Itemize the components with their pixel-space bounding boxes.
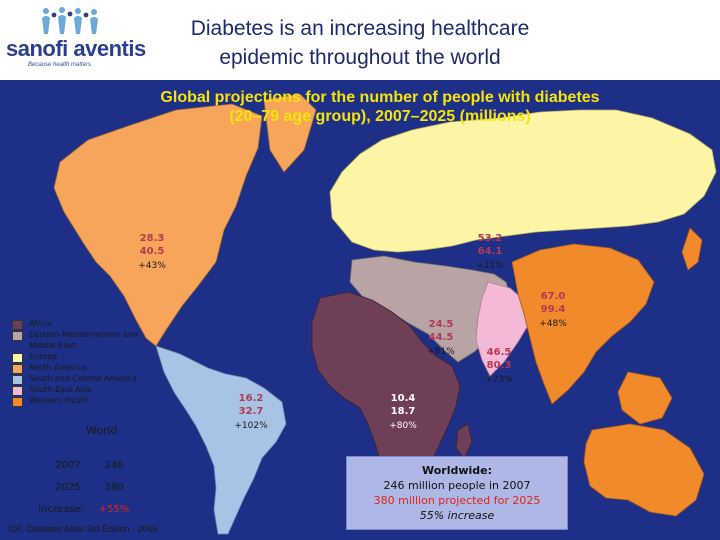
europe-2025: 64.1 [477,246,503,257]
region-north-america [53,93,317,347]
source-citation: IDF. Diabetes Atlas 3rd Edition - 2006 [8,524,158,534]
legend-item-europe: Europe [12,351,152,363]
legend-swatch [12,386,23,396]
world-map [53,93,717,535]
south-east-asia-increase: +73% [485,375,513,385]
africa-increase: +80% [389,421,417,431]
legend-swatch [12,320,23,330]
legend-item-north-america: North America [12,362,152,374]
logo-figures-icon [42,7,98,34]
legend-label: Eastern Mediterranean and Middle East [29,330,139,350]
logo-tagline: Because health matters [28,62,92,68]
western-pacific-2007: 67.0 [540,291,566,302]
africa-2007: 10.4 [390,393,416,404]
eastern-mediterranean-increase: +81% [427,347,455,357]
south-east-asia-2007: 46.5 [486,347,512,358]
world-row-label: 2007: [55,460,84,471]
region-stat-north-america: 28.3 40.5 +43% [117,232,187,273]
legend-item-south-east-asia: South-East Asia [12,384,152,396]
map-title-line-1: Global projections for the number of peo… [160,89,600,106]
legend-label: North America [29,363,87,372]
legend-swatch [12,397,23,407]
legend-swatch [12,331,23,341]
legend-item-south-central-america: South and Central America [12,373,152,385]
slide-title: Diabetes is an increasing healthcare epi… [150,14,570,72]
world-row-value: 380 [104,482,124,493]
world-row-label: Increase: [38,504,84,515]
europe-2007: 53.2 [477,233,503,244]
world-row-2025: 2025: 380 [16,478,156,498]
region-stat-western-pacific: 67.0 99.4 +48% [518,290,588,331]
world-row-value: +55% [98,504,130,515]
europe-increase: +21% [476,261,504,271]
legend-swatch [12,364,23,374]
region-stat-south-east-asia: 46.5 80.3 +73% [464,346,534,387]
legend-label: South-East Asia [29,385,92,394]
region-stat-europe: 53.2 64.1 +21% [455,232,525,273]
region-europe [329,109,717,253]
world-row-label: 2025: [55,482,84,493]
eastern-mediterranean-2025: 44.5 [428,332,454,343]
south-central-america-2025: 32.7 [238,406,264,417]
south-east-asia-2025: 80.3 [486,360,512,371]
region-south-central-america [155,345,287,535]
north-america-2025: 40.5 [139,246,165,257]
legend-item-eastern-mediterranean: Eastern Mediterranean and Middle East [12,329,152,351]
legend-swatch [12,375,23,385]
north-america-2007: 28.3 [139,233,165,244]
map-legend: Africa Eastern Mediterranean and Middle … [12,318,152,407]
worldwide-line-2025: 380 million projected for 2025 [373,494,541,507]
legend-item-western-pacific: Western Pacific [12,395,152,407]
sanofi-aventis-logo: sanofi aventis Because health matters [6,6,146,72]
western-pacific-2025: 99.4 [540,304,566,315]
south-central-america-2007: 16.2 [238,393,264,404]
world-row-increase: Increase: +55% [16,500,156,520]
header: sanofi aventis Because health matters Di… [0,0,720,80]
legend-item-africa: Africa [12,318,152,330]
slide-title-line-1: Diabetes is an increasing healthcare [190,17,530,40]
region-western-pacific [511,227,705,517]
region-stat-africa: 10.4 18.7 +80% [368,392,438,433]
world-row-value: 246 [104,460,124,471]
legend-label: South and Central America [29,374,138,383]
map-title-line-2: (20–79 age group), 2007–2025 (millions) [229,108,531,125]
south-central-america-increase: +102% [234,421,268,431]
worldwide-line-increase: 55% increase [419,509,495,522]
worldwide-line-2007: 246 million people in 2007 [383,479,531,492]
region-stat-eastern-mediterranean: 24.5 44.5 +81% [406,318,476,359]
western-pacific-increase: +48% [539,319,567,329]
worldwide-summary-box: Worldwide: 246 million people in 2007 38… [346,456,568,530]
eastern-mediterranean-2007: 24.5 [428,319,454,330]
worldwide-title: Worldwide: [421,464,493,477]
map-title: Global projections for the number of peo… [100,88,660,126]
region-stat-south-central-america: 16.2 32.7 +102% [216,392,286,433]
legend-label: Western Pacific [29,396,90,405]
world-heading: World [86,424,118,437]
legend-label: Europe [29,352,58,361]
legend-swatch [12,353,23,363]
north-america-increase: +43% [138,261,166,271]
logo-name: sanofi aventis [6,36,146,61]
legend-label: Africa [29,319,52,328]
africa-2025: 18.7 [390,406,416,417]
slide-title-line-2: epidemic throughout the world [219,46,501,69]
world-row-2007: 2007: 246 [16,456,156,476]
